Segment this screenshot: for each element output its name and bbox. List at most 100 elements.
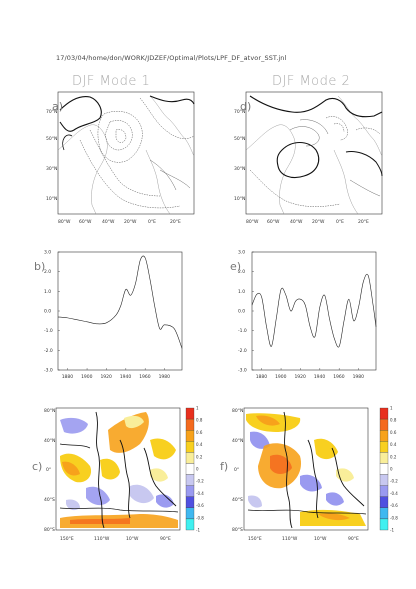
colorbar-label: -1 [196, 528, 200, 533]
ts-b-ytick-label: -2.0 [44, 348, 53, 354]
ts-b-xtick-label: 1900 [81, 374, 93, 380]
sst-c-lon-90e: 90°E [160, 536, 171, 542]
sst-f-lon-150e: 150°E [248, 536, 262, 542]
colorbar-swatch [185, 496, 195, 508]
sst-c-lon-150e: 150°E [60, 536, 74, 542]
ts-e-xtick-label: 1920 [294, 374, 306, 380]
sst-c-lat-40s: 40°S [44, 497, 55, 503]
colorbar-swatch [185, 485, 195, 497]
panel-label-e: e) [230, 260, 241, 273]
plot-path-header: 17/03/04/home/don/WORK/JDZEF/Optimal/Plo… [56, 54, 287, 62]
map-d-lon-80w: 80°W [246, 219, 259, 225]
colorbar-label: 1 [390, 406, 393, 411]
ts-b-xtick-label: 1880 [62, 374, 74, 380]
map-d-lon-0e: 0°E [336, 219, 344, 225]
map-a-lat-70: 70°N [46, 109, 57, 115]
map-a-lon-60w: 60°W [79, 219, 92, 225]
sst-c-lat-80n: 80°N [44, 408, 55, 414]
map-a-lon-0e: 0°E [148, 219, 156, 225]
map-a-lat-50: 50°N [46, 136, 57, 142]
sst-f-lat-40n: 40°N [232, 438, 243, 444]
colorbar-label: 0.2 [196, 454, 203, 459]
ts-e-ytick-label: 2.0 [238, 269, 245, 275]
colorbar-label: -0.2 [196, 479, 204, 484]
ts-b-ytick-label: -3.0 [44, 368, 53, 374]
ts-b-ytick-label: 1.0 [44, 289, 51, 295]
colorbar-swatch [185, 507, 195, 520]
colorbar-label: -0.4 [390, 491, 398, 496]
panel-f-sst-map: 80°N 40°N 0° 40°S 80°S 150°E 110°W 10°W … [220, 407, 369, 542]
ts-b-xtick-label: 1980 [159, 374, 171, 380]
ts-b-ytick-label: 2.0 [44, 269, 51, 275]
colorbar-label: 0.4 [390, 442, 397, 447]
colorbar-label: 0 [196, 467, 199, 472]
panel-label-f: f) [220, 460, 228, 473]
colorbar-swatch [379, 463, 389, 475]
panel-label-d: d) [240, 100, 251, 113]
colorbar-label: 0.4 [196, 442, 203, 447]
colorbar-swatch [185, 463, 195, 475]
mode1-title: DJF Mode 1 [72, 74, 151, 89]
sst-f-lat-40s: 40°S [232, 497, 243, 503]
colorbar-label: 0.6 [196, 430, 203, 435]
map-a-lon-40w: 40°W [102, 219, 115, 225]
colorbar-swatch [379, 485, 389, 497]
map-a-lon-20e: 20°E [170, 219, 181, 225]
colorbar-swatch [379, 507, 389, 520]
panel-label-b: b) [34, 260, 45, 273]
colorbar-label: -1 [390, 528, 394, 533]
map-d-lon-40w: 40°W [290, 219, 303, 225]
map-a-lon-20w: 20°W [124, 219, 137, 225]
map-a-lat-30: 30°N [46, 166, 57, 172]
colorbar-swatch [379, 496, 389, 508]
map-d-lon-60w: 60°W [267, 219, 280, 225]
panel-e-timeseries: 3.0 2.0 1.0 0.0 -1.0 -2.0 -3.0 1880 1900 1920 194… [230, 250, 377, 380]
map-d-lat-10: 10°N [234, 196, 245, 202]
ts-b-xtick-label: 1920 [100, 374, 112, 380]
colorbar-label: -0.2 [390, 479, 398, 484]
colorbar-label: 1 [196, 406, 199, 411]
panel-c-sst-map: 80°N 40°N 0° 40°S 80°S 150°E 110°W 10°W … [32, 407, 181, 542]
colorbar-f: 1 0.8 0.6 0.4 0.2 0 -0.2 -0.4 -0.6 -0.8 -1 [379, 406, 398, 533]
sst-c-lat-40n: 40°N [44, 438, 55, 444]
colorbar-swatch [379, 474, 389, 486]
panel-label-c: c) [32, 460, 42, 473]
sst-f-lat-0: 0° [234, 467, 239, 473]
ts-e-ytick-label: -1.0 [238, 328, 247, 334]
panel-d-map: 70°N 50°N 30°N 10°N 80°W 60°W 40°W 20°W … [234, 91, 383, 225]
map-d-lat-70: 70°N [234, 109, 245, 115]
ts-e-xtick-label: 1880 [256, 374, 268, 380]
colorbar-swatch [379, 407, 389, 420]
panel-label-a: a) [52, 100, 63, 113]
ts-e-xtick-label: 1940 [314, 374, 326, 380]
colorbar-swatch [379, 518, 389, 531]
colorbar-label: -0.6 [390, 503, 398, 508]
sst-f-lat-80s: 80°S [232, 527, 243, 533]
panel-b-timeseries: 3.0 2.0 1.0 0.0 -1.0 -2.0 -3.0 1880 1900 1920 194… [34, 250, 183, 380]
colorbar-swatch [185, 474, 195, 486]
map-d-lat-50: 50°N [234, 136, 245, 142]
colorbar-swatch [379, 452, 389, 464]
map-d-lon-20w: 20°W [312, 219, 325, 225]
colorbar-swatch [185, 441, 195, 453]
sst-c-lon-10w: 10°W [126, 536, 139, 542]
ts-e-ytick-label: 1.0 [238, 289, 245, 295]
map-d-lat-30: 30°N [234, 166, 245, 172]
ts-e-xtick-label: 1900 [275, 374, 287, 380]
sst-c-lat-0: 0° [46, 467, 51, 473]
colorbar-c: 1 0.8 0.6 0.4 0.2 0 -0.2 -0.4 -0.6 -0.8 -1 [185, 406, 204, 533]
ts-e-xtick-label: 1980 [353, 374, 365, 380]
panel-a-map: 70°N 50°N 30°N 10°N 80°W 60°W 40°W 20°W … [46, 91, 195, 225]
colorbar-label: -0.4 [196, 491, 204, 496]
colorbar-label: 0.8 [196, 418, 203, 423]
colorbar-label: 0 [390, 467, 393, 472]
ts-b-ytick-label: 0.0 [44, 309, 51, 315]
timeseries-b-line [57, 255, 183, 349]
timeseries-e-line [251, 273, 377, 348]
sst-f-lat-80n: 80°N [232, 408, 243, 414]
ts-e-xtick-label: 1960 [333, 374, 345, 380]
ts-e-ytick-label: 3.0 [238, 250, 245, 256]
sst-f-lon-90e: 90°E [348, 536, 359, 542]
colorbar-label: 0.6 [390, 430, 397, 435]
